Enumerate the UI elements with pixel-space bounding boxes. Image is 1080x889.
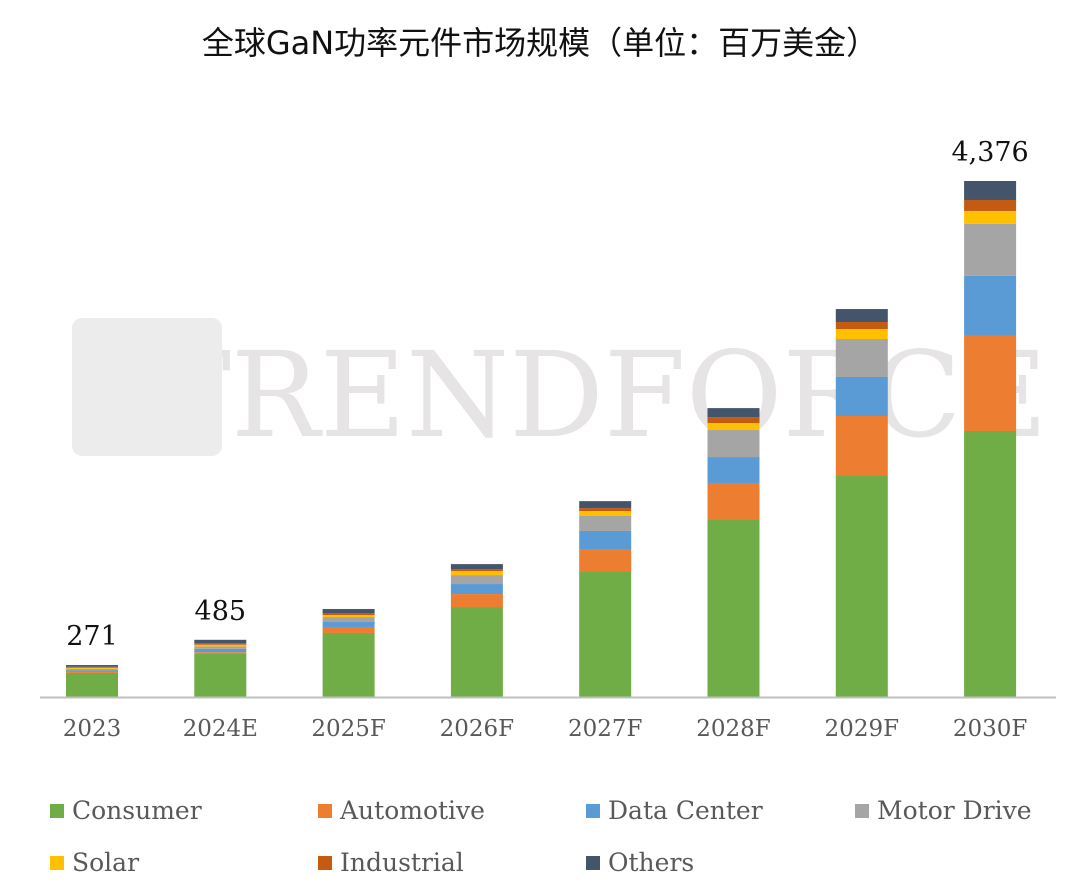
bar-automotive-2030F <box>964 335 1017 431</box>
bar-automotive-2023 <box>66 671 118 673</box>
bar-industrial-2025F <box>322 613 375 616</box>
x-tick-label-2026F: 2026F <box>440 716 515 742</box>
bar-solar-2027F <box>579 511 632 516</box>
bar-automotive-2026F <box>450 594 503 608</box>
legend-swatch <box>586 803 600 818</box>
bar-motor-drive-2030F <box>964 223 1017 276</box>
bar-others-2024E <box>194 639 247 644</box>
bar-automotive-2025F <box>322 626 375 633</box>
bar-others-2028F <box>707 408 760 418</box>
bar-others-2030F <box>964 181 1017 200</box>
bar-consumer-2029F <box>835 476 888 697</box>
bar-consumer-2025F <box>322 632 375 697</box>
bar-solar-2024E <box>194 644 247 647</box>
legend-swatch <box>855 803 869 818</box>
legend-swatch <box>586 855 600 870</box>
legend-swatch <box>318 855 332 870</box>
bar-industrial-2030F <box>964 199 1017 211</box>
bar-motor-drive-2029F <box>835 339 888 377</box>
bar-others-2029F <box>835 309 888 323</box>
legend-label: Consumer <box>72 796 202 825</box>
bar-motor-drive-2026F <box>450 575 503 585</box>
bar-solar-2030F <box>964 210 1017 224</box>
bar-solar-2025F <box>322 615 375 618</box>
chart-title: 全球GaN功率元件市场规模（单位：百万美金） <box>201 24 879 62</box>
legend-swatch <box>50 803 64 818</box>
legend-item-others: Others <box>586 848 694 877</box>
bar-automotive-2029F <box>835 416 888 477</box>
legend-label: Motor Drive <box>877 796 1032 825</box>
bar-motor-drive-2025F <box>322 617 375 623</box>
bar-automotive-2028F <box>707 482 760 521</box>
bar-data-center-2030F <box>964 275 1017 336</box>
bar-industrial-2026F <box>450 569 503 572</box>
x-tick-label-2030F: 2030F <box>953 716 1028 742</box>
bar-automotive-2024E <box>194 652 247 654</box>
watermark-text: TRENDFORCE <box>152 326 1047 464</box>
bar-consumer-2030F <box>964 430 1017 697</box>
bar-solar-2029F <box>835 328 888 340</box>
legend-label: Automotive <box>340 796 485 825</box>
total-label-2023: 271 <box>66 621 118 652</box>
bar-motor-drive-2024E <box>194 646 247 649</box>
total-label-2030F: 4,376 <box>951 137 1028 168</box>
bar-data-center-2024E <box>194 648 247 653</box>
bar-industrial-2023 <box>66 666 118 668</box>
legend-item-solar: Solar <box>50 848 139 877</box>
bar-industrial-2029F <box>835 322 888 329</box>
bar-others-2026F <box>450 564 503 570</box>
legend-item-automotive: Automotive <box>318 796 485 825</box>
legend-swatch <box>318 803 332 818</box>
bar-consumer-2023 <box>66 672 118 697</box>
x-tick-label-2025F: 2025F <box>311 716 386 742</box>
total-label-2024E: 485 <box>195 596 247 627</box>
legend-item-industrial: Industrial <box>318 848 464 877</box>
x-tick-label-2027F: 2027F <box>568 716 643 742</box>
bar-data-center-2025F <box>322 622 375 627</box>
bar-solar-2028F <box>707 423 760 431</box>
x-tick-label-2023: 2023 <box>63 716 122 742</box>
bar-motor-drive-2027F <box>579 515 632 531</box>
bar-data-center-2028F <box>707 457 760 483</box>
legend-item-consumer: Consumer <box>50 796 202 825</box>
bar-automotive-2027F <box>579 549 632 572</box>
bar-consumer-2026F <box>450 607 503 697</box>
legend-item-data-center: Data Center <box>586 796 763 825</box>
bar-consumer-2024E <box>194 653 247 697</box>
bar-data-center-2027F <box>579 530 632 550</box>
bar-consumer-2028F <box>707 520 760 697</box>
bar-data-center-2023 <box>66 670 118 672</box>
bar-solar-2023 <box>66 667 118 669</box>
legend-label: Data Center <box>608 796 763 825</box>
legend-label: Others <box>608 848 695 877</box>
x-tick-label-2029F: 2029F <box>825 716 900 742</box>
legend-label: Industrial <box>340 848 464 877</box>
bar-motor-drive-2023 <box>66 668 118 671</box>
bar-solar-2026F <box>450 571 503 576</box>
bar-data-center-2029F <box>835 376 888 417</box>
watermark-logo <box>72 318 222 456</box>
bar-consumer-2027F <box>579 571 632 697</box>
bar-industrial-2024E <box>194 643 247 645</box>
bar-industrial-2027F <box>579 508 632 512</box>
bar-data-center-2026F <box>450 584 503 595</box>
legend-swatch <box>50 855 64 870</box>
bar-motor-drive-2028F <box>707 430 760 458</box>
bar-others-2027F <box>579 501 632 509</box>
bar-industrial-2028F <box>707 417 760 424</box>
legend-item-motor-drive: Motor Drive <box>855 796 1032 825</box>
legend-label: Solar <box>72 848 140 877</box>
x-tick-label-2028F: 2028F <box>696 716 771 742</box>
bar-others-2025F <box>322 609 375 614</box>
x-tick-label-2024E: 2024E <box>183 716 258 742</box>
bar-others-2023 <box>66 665 118 667</box>
